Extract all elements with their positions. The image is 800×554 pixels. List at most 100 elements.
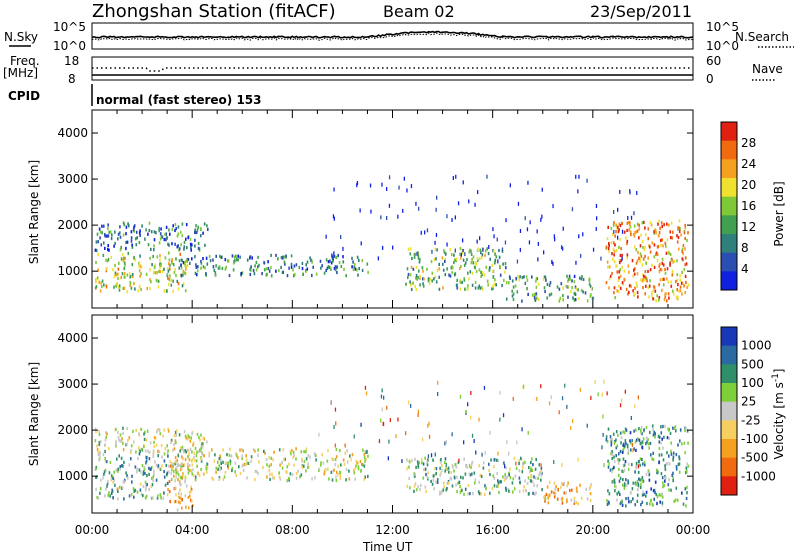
data-cell: [534, 467, 537, 471]
data-cell: [191, 472, 193, 476]
data-cell: [624, 439, 627, 443]
data-cell: [684, 263, 686, 267]
data-cell: [281, 466, 284, 470]
data-cell: [313, 452, 316, 456]
data-cell: [610, 452, 612, 456]
data-cell: [672, 260, 674, 264]
data-cell: [448, 273, 450, 277]
data-cell: [470, 249, 472, 253]
data-cell: [623, 277, 625, 281]
data-cell: [679, 289, 682, 293]
data-cell: [537, 476, 539, 480]
data-cell: [554, 237, 556, 242]
data-cell: [676, 234, 678, 238]
data-cell: [219, 454, 221, 458]
data-cell: [621, 469, 623, 473]
data-cell: [649, 245, 651, 249]
data-cell: [443, 481, 445, 485]
colorbar-tick-label: -25: [741, 413, 761, 427]
data-cell: [333, 425, 335, 430]
data-cell: [97, 449, 100, 453]
data-cell: [230, 454, 233, 458]
data-cell: [465, 409, 467, 414]
data-cell: [637, 488, 639, 492]
data-cell: [658, 493, 661, 497]
data-cell: [546, 282, 549, 286]
data-cell: [548, 480, 551, 485]
data-cell: [113, 478, 115, 482]
data-cell: [270, 266, 272, 270]
data-cell: [295, 471, 298, 475]
data-cell: [597, 392, 599, 397]
data-cell: [643, 248, 646, 252]
data-cell: [114, 271, 117, 275]
data-cell: [479, 473, 482, 477]
data-cell: [431, 482, 434, 486]
data-cell: [687, 441, 689, 445]
data-cell: [419, 258, 421, 262]
data-cell: [499, 390, 501, 395]
data-cell: [574, 292, 577, 296]
data-cell: [173, 462, 175, 466]
data-cell: [176, 464, 179, 468]
data-cell: [320, 266, 322, 270]
data-cell: [95, 475, 98, 479]
data-cell: [497, 459, 499, 463]
data-cell: [171, 461, 173, 466]
data-cell: [144, 430, 146, 434]
data-cell: [168, 490, 171, 494]
data-cell: [441, 256, 444, 260]
data-cell: [190, 485, 192, 489]
data-cell: [665, 292, 667, 296]
data-cell: [103, 224, 105, 228]
data-cell: [668, 223, 670, 227]
data-cell: [178, 433, 181, 437]
data-cell: [625, 428, 628, 432]
data-cell: [681, 247, 684, 251]
data-cell: [278, 471, 280, 475]
data-cell: [665, 251, 668, 255]
data-cell: [175, 433, 178, 437]
data-cell: [386, 187, 388, 191]
data-cell: [418, 269, 420, 273]
data-cell: [683, 284, 685, 288]
data-cell: [409, 486, 411, 490]
data-cell: [422, 284, 425, 288]
data-cell: [114, 263, 116, 268]
data-cell: [208, 454, 211, 458]
data-cell: [116, 282, 118, 286]
data-cell: [164, 483, 167, 487]
data-cell: [105, 269, 108, 273]
data-cell: [142, 493, 144, 498]
data-cell: [109, 460, 112, 464]
nsearch-trace: [91, 32, 694, 41]
data-cell: [621, 229, 624, 234]
data-cell: [526, 481, 529, 485]
data-cell: [505, 218, 507, 223]
data-cell: [536, 296, 539, 300]
data-cell: [165, 463, 168, 468]
data-cell: [615, 223, 617, 227]
data-cell: [484, 249, 487, 253]
data-cell: [148, 457, 151, 461]
data-cell: [309, 455, 311, 459]
data-cell: [191, 463, 194, 467]
data-cell: [567, 285, 569, 289]
data-cell: [621, 253, 623, 257]
data-cell: [636, 191, 638, 195]
data-cell: [403, 176, 405, 181]
data-cell: [552, 204, 554, 209]
data-cell: [241, 271, 244, 275]
data-cell: [685, 471, 687, 475]
data-cell: [228, 453, 231, 457]
data-cell: [103, 472, 105, 476]
data-cell: [496, 237, 498, 242]
data-cell: [410, 265, 413, 269]
data-cell: [512, 490, 514, 494]
data-cell: [478, 480, 480, 484]
data-cell: [235, 254, 237, 258]
data-cell: [95, 430, 97, 434]
data-cell: [605, 438, 608, 442]
data-cell: [664, 295, 667, 299]
data-cell: [619, 253, 622, 258]
